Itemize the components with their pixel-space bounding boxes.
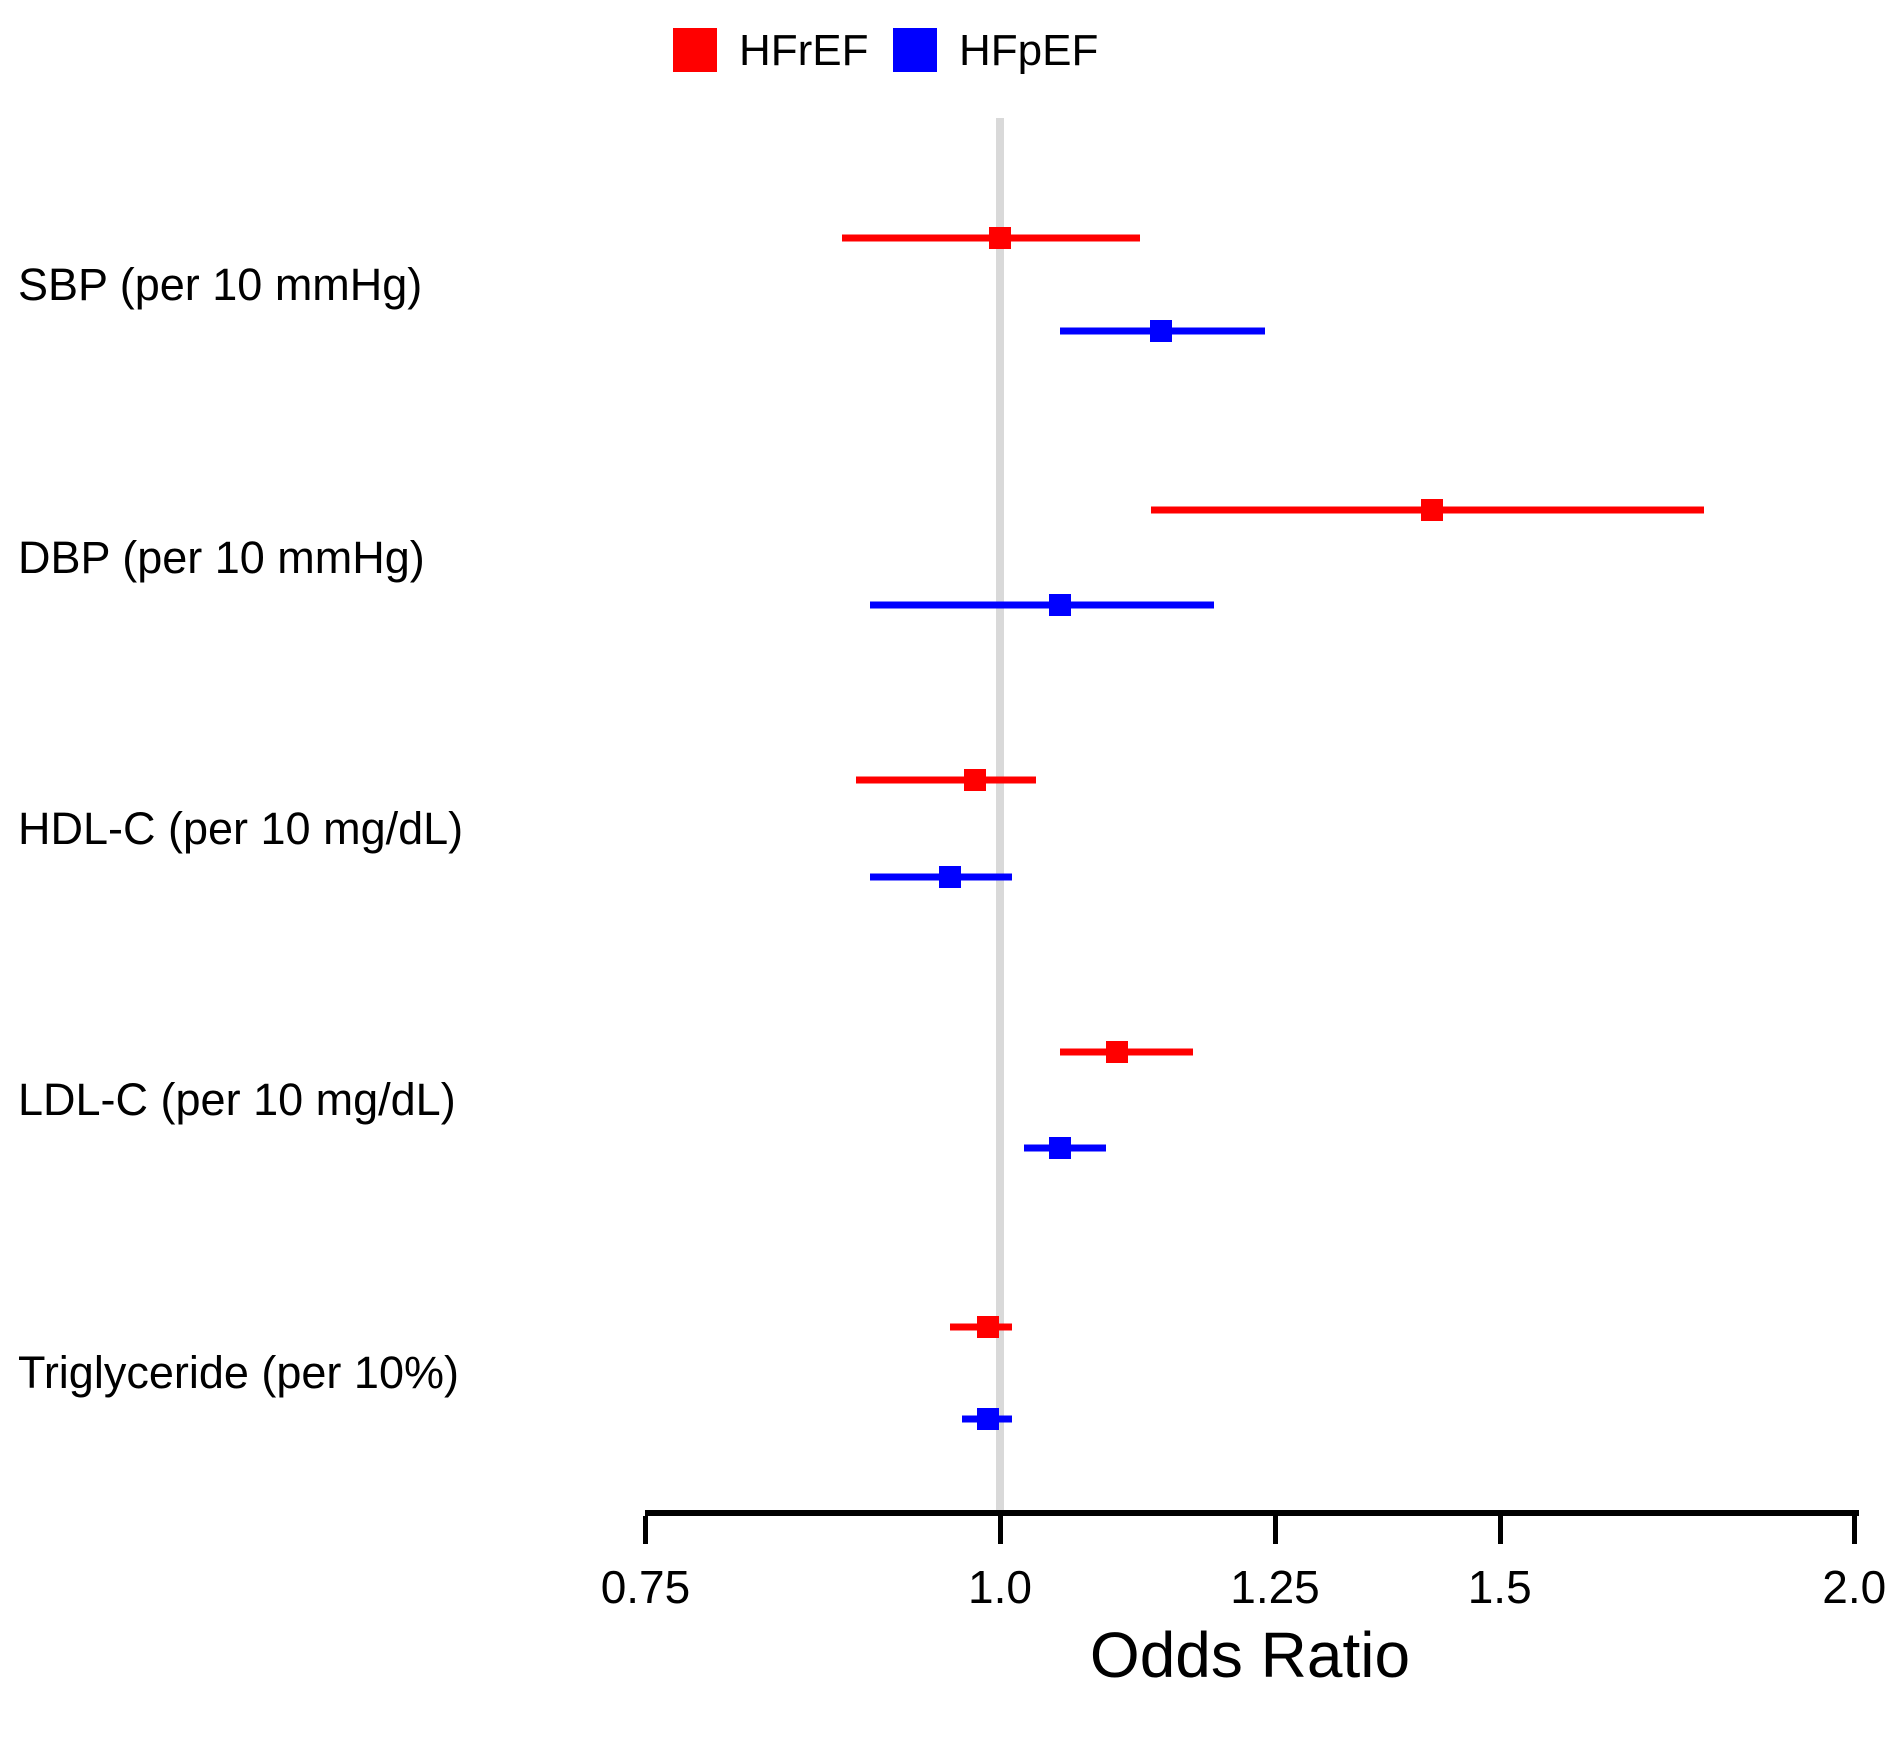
- row-label: LDL-C (per 10 mg/dL): [18, 1074, 456, 1125]
- x-axis-tick-label: 1.5: [1467, 1561, 1532, 1613]
- point-marker-hfpef: [1049, 1137, 1072, 1159]
- row-label: HDL-C (per 10 mg/dL): [18, 802, 464, 854]
- legend-label-hfpef: HFpEF: [959, 26, 1099, 75]
- point-marker-hfpef: [1049, 594, 1072, 616]
- point-marker-hfref: [976, 1316, 999, 1338]
- ci-line-hfpef: [870, 601, 1215, 609]
- row-label: SBP (per 10 mmHg): [18, 258, 423, 310]
- row-label: Triglyceride (per 10%): [18, 1347, 459, 1398]
- legend-swatch-hfpef: [893, 28, 937, 72]
- ci-line-hfref: [856, 776, 1037, 784]
- x-axis-tick: [1497, 1516, 1503, 1544]
- x-axis-line: [645, 1510, 1860, 1516]
- x-axis-tick-label: 1.0: [968, 1561, 1032, 1613]
- x-axis-tick-label: 2.0: [1822, 1561, 1887, 1613]
- legend-swatch-hfref: [673, 28, 717, 72]
- legend-label-hfref: HFrEF: [739, 26, 869, 75]
- x-axis-title: Odds Ratio: [1089, 1619, 1411, 1691]
- row-label: DBP (per 10 mmHg): [18, 531, 425, 583]
- point-marker-hfref: [1421, 499, 1444, 521]
- x-axis-tick: [998, 1516, 1003, 1544]
- point-marker-hfref: [1106, 1041, 1129, 1063]
- x-axis-tick-label: 1.25: [1230, 1561, 1320, 1613]
- point-marker-hfpef: [976, 1408, 999, 1430]
- point-marker-hfpef: [1150, 320, 1173, 342]
- point-marker-hfref: [964, 769, 987, 791]
- point-marker-hfpef: [938, 866, 961, 888]
- reference-line-or-1: [996, 118, 1004, 1512]
- x-axis-tick: [643, 1516, 649, 1544]
- x-axis-tick-label: 0.75: [600, 1561, 691, 1613]
- point-marker-hfref: [989, 227, 1011, 249]
- x-axis-tick: [1852, 1516, 1858, 1544]
- x-axis-tick: [1273, 1516, 1278, 1544]
